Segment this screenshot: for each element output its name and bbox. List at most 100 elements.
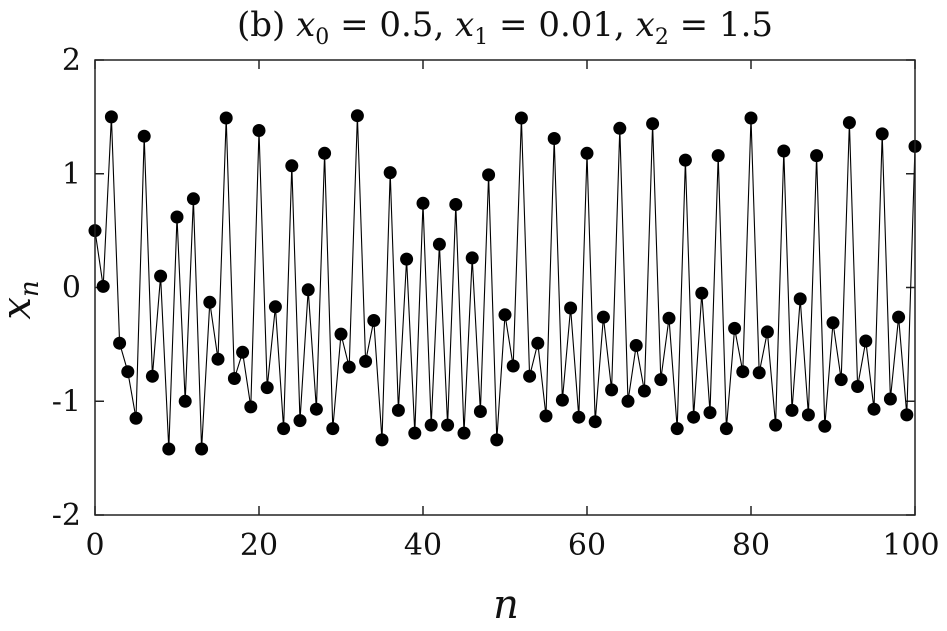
y-axis-label: xn	[0, 280, 45, 319]
data-point	[842, 116, 856, 130]
data-point	[342, 360, 356, 374]
data-point	[129, 411, 143, 425]
data-point	[137, 129, 151, 143]
data-point	[654, 373, 668, 387]
data-point	[580, 146, 594, 160]
y-axis-label-var: x	[0, 297, 40, 320]
data-point	[482, 168, 496, 182]
plot-frame	[94, 59, 916, 516]
title-var-x0: x	[296, 5, 315, 45]
data-point	[236, 345, 250, 359]
data-point	[326, 422, 340, 436]
y-axis-label-subscript: n	[15, 280, 45, 297]
data-point	[449, 198, 463, 211]
data-point	[473, 405, 487, 418]
data-point	[555, 393, 569, 407]
data-point	[588, 415, 602, 429]
data-point	[769, 418, 783, 432]
data-point	[514, 111, 528, 125]
data-point	[605, 383, 619, 397]
data-point	[793, 292, 807, 306]
data-point	[621, 394, 635, 408]
title-sub-1: 1	[474, 25, 488, 50]
data-point	[695, 286, 709, 300]
title-sub-2: 2	[655, 25, 669, 50]
data-point	[752, 366, 766, 380]
data-point	[539, 409, 553, 423]
data-point	[744, 111, 758, 125]
data-point	[818, 419, 832, 433]
data-point	[760, 325, 774, 339]
data-point	[719, 422, 733, 436]
data-point	[678, 153, 692, 167]
data-point	[637, 384, 651, 398]
data-point	[834, 373, 848, 387]
data-point	[424, 418, 438, 432]
data-point	[367, 314, 381, 327]
series-line	[94, 115, 916, 450]
data-point	[277, 422, 291, 436]
title-prefix: (b)	[237, 5, 296, 45]
data-point	[375, 433, 389, 447]
data-point	[801, 408, 815, 422]
data-point	[703, 406, 717, 420]
x-axis-label: n	[493, 582, 519, 626]
data-point	[170, 210, 184, 224]
series-layer	[88, 109, 922, 456]
data-point	[465, 251, 479, 265]
data-point	[531, 336, 545, 350]
data-point	[728, 321, 742, 335]
data-point	[252, 124, 266, 137]
data-point	[892, 310, 906, 324]
data-point	[154, 269, 168, 283]
data-point	[162, 442, 176, 456]
title-sub-0: 0	[315, 25, 329, 50]
axis-ticks: 0 20 40 60 80 100 2 1 0 -1 -2	[52, 43, 940, 563]
data-point	[826, 316, 840, 330]
title-eq-0: = 0.5,	[329, 5, 444, 45]
x-tick-label: 0	[85, 528, 104, 563]
title-eq-1: = 0.01,	[488, 5, 625, 45]
data-point	[711, 149, 725, 163]
data-point	[293, 414, 307, 428]
y-tick-label: 2	[62, 43, 81, 78]
data-point	[506, 359, 520, 373]
data-point	[777, 144, 791, 158]
x-tick-label: 100	[882, 528, 939, 563]
data-point	[629, 339, 643, 352]
data-point	[96, 279, 110, 293]
data-point	[613, 121, 627, 135]
data-point	[596, 310, 610, 324]
data-point	[875, 127, 889, 141]
data-point	[285, 159, 299, 173]
data-point	[687, 410, 701, 424]
data-point	[441, 418, 455, 432]
title-eq-2: = 1.5	[669, 5, 773, 45]
data-point	[785, 403, 799, 417]
data-point	[211, 352, 225, 366]
data-point	[572, 410, 586, 424]
data-point	[859, 334, 873, 348]
x-tick-label: 20	[240, 528, 278, 563]
data-point	[113, 336, 127, 350]
data-point	[219, 111, 233, 125]
data-point	[736, 365, 750, 379]
data-point	[227, 372, 241, 385]
data-point	[662, 311, 676, 325]
data-point	[318, 146, 332, 160]
data-point	[408, 426, 422, 440]
data-point	[432, 237, 446, 251]
data-point	[564, 301, 578, 315]
data-point	[810, 149, 824, 163]
data-point	[359, 354, 373, 368]
data-point	[195, 442, 209, 456]
data-point	[670, 422, 684, 436]
data-point	[883, 392, 897, 406]
y-tick-label: -1	[52, 384, 81, 419]
data-point	[547, 132, 561, 145]
data-point	[416, 196, 430, 210]
data-point	[104, 110, 118, 124]
data-point	[490, 433, 504, 447]
data-point	[268, 300, 282, 314]
